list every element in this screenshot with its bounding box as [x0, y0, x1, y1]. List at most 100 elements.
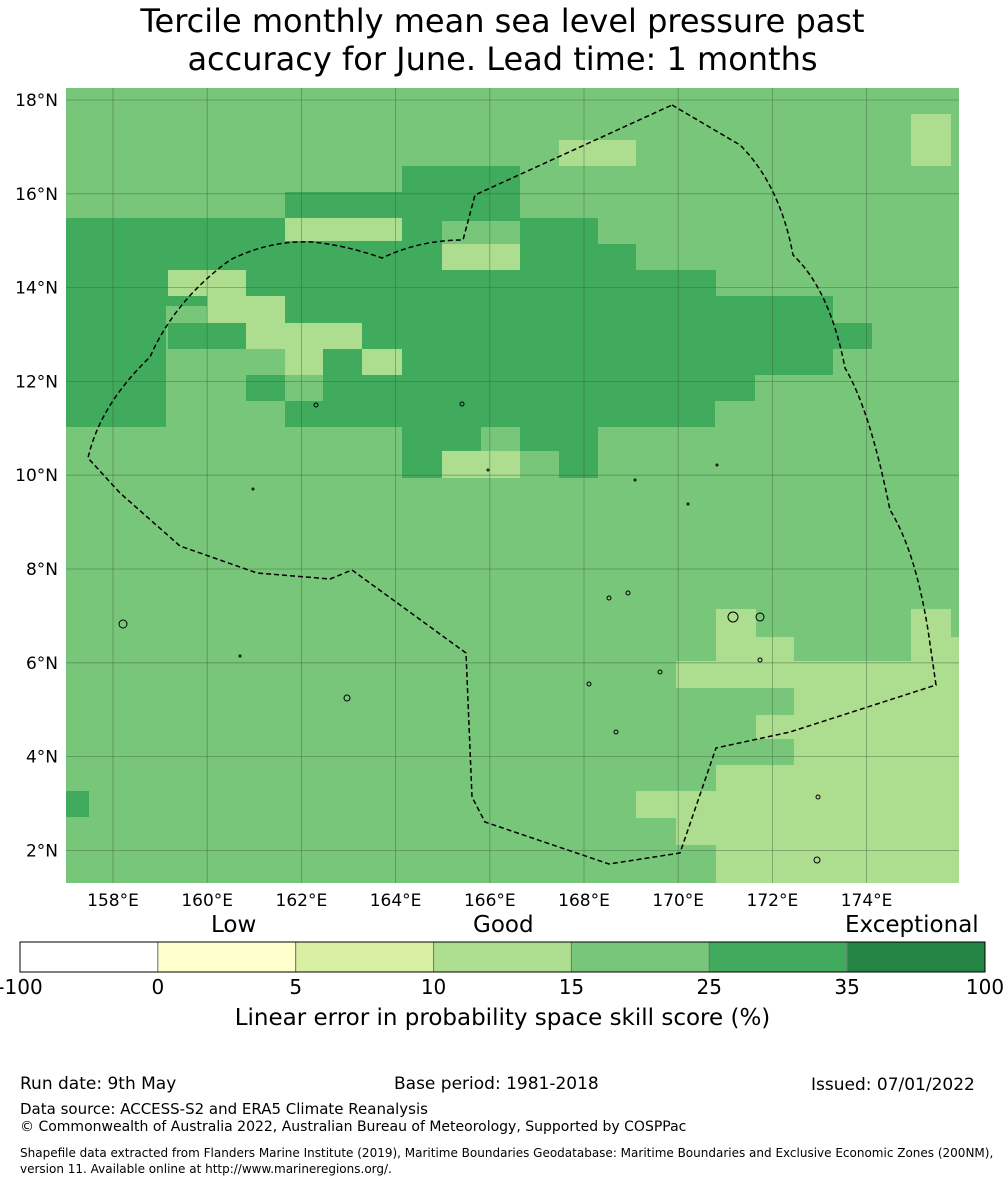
- colorbar-tick-label: 15: [558, 975, 585, 999]
- latitude-tick-label: 4°N: [26, 748, 58, 768]
- colorbar-segment: [157, 941, 297, 973]
- island-outline: [625, 590, 631, 596]
- island-outline: [251, 487, 255, 491]
- latitude-tick-label: 10°N: [15, 466, 58, 486]
- shapefile-credit-line-2: version 11. Available online at http://w…: [20, 1162, 392, 1176]
- island-outline: [613, 729, 619, 735]
- skill-cell: [636, 791, 716, 818]
- skill-cell: [676, 661, 911, 688]
- island-outline: [727, 611, 739, 623]
- skill-cell: [756, 715, 959, 739]
- skill-cell: [246, 323, 362, 349]
- latitude-tick-label: 12°N: [15, 372, 58, 392]
- longitude-tick-label: 166°E: [464, 891, 516, 911]
- colorbar-segment: [708, 941, 848, 973]
- latitude-ticks: 18°N 16°N 14°N 12°N 10°N 8°N 6°N 4°N 2°N: [15, 91, 58, 861]
- colorbar-frame: [19, 941, 986, 973]
- island-outline: [657, 669, 663, 675]
- island-outline: [755, 612, 765, 622]
- latitude-tick-label: 14°N: [15, 279, 58, 299]
- colorbar-heading-good: Good: [473, 912, 534, 938]
- map-title: Tercile monthly mean sea level pressure …: [0, 2, 1005, 78]
- skill-cell: [676, 818, 716, 845]
- island-outline: [459, 401, 465, 407]
- colorbar-label: Linear error in probability space skill …: [234, 1005, 771, 1031]
- skill-cell: [323, 349, 363, 375]
- island-outline: [686, 502, 690, 506]
- skill-cells: [66, 114, 959, 883]
- skill-cell: [442, 451, 520, 478]
- island-outline: [343, 694, 351, 702]
- island-outline: [118, 619, 128, 629]
- longitude-tick-label: 160°E: [181, 891, 233, 911]
- longitude-tick-label: 170°E: [652, 891, 704, 911]
- data-source: Data source: ACCESS-S2 and ERA5 Climate …: [20, 1100, 428, 1118]
- skill-cell: [402, 349, 833, 375]
- longitude-tick-label: 168°E: [558, 891, 610, 911]
- skill-cell: [520, 218, 598, 270]
- skill-cell: [911, 114, 951, 166]
- island-outline: [815, 794, 821, 800]
- skill-cell: [323, 375, 755, 401]
- skill-cell: [520, 427, 598, 451]
- map-plot-area: [66, 88, 959, 883]
- colorbar-tick-label: 100: [965, 975, 1005, 999]
- longitude-tick-label: 174°E: [841, 891, 893, 911]
- latitude-tick-label: 18°N: [15, 91, 58, 111]
- skill-cell: [716, 637, 794, 661]
- island-outline: [606, 595, 612, 601]
- colorbar: [19, 941, 986, 973]
- skill-cell: [285, 296, 833, 323]
- longitude-tick-label: 158°E: [87, 891, 139, 911]
- skill-cell: [66, 791, 89, 817]
- eez-boundary: [87, 104, 937, 865]
- latitude-tick-label: 8°N: [26, 560, 58, 580]
- latitude-tick-label: 2°N: [26, 841, 58, 861]
- island-outline: [633, 478, 637, 482]
- title-line-1: Tercile monthly mean sea level pressure …: [140, 2, 865, 40]
- map-gridlines: [66, 88, 959, 883]
- skill-cell: [716, 845, 959, 883]
- skill-cell: [285, 401, 715, 427]
- island-outline: [238, 654, 242, 658]
- colorbar-tick-label: 0: [151, 975, 165, 999]
- colorbar-segment: [295, 941, 435, 973]
- longitude-tick-label: 172°E: [747, 891, 799, 911]
- skill-cell: [442, 244, 520, 270]
- skill-cell: [246, 270, 716, 297]
- skill-cell: [207, 296, 285, 323]
- island-outline: [813, 856, 821, 864]
- skill-cell: [716, 609, 756, 637]
- run-date: Run date: 9th May: [20, 1074, 177, 1094]
- skill-cell: [794, 688, 959, 715]
- latitude-tick-label: 16°N: [15, 185, 58, 205]
- colorbar-segment: [433, 941, 572, 973]
- skill-cell: [559, 451, 598, 478]
- island-outlines: [118, 401, 821, 864]
- copyright-notice: © Commonwealth of Australia 2022, Austra…: [20, 1119, 687, 1135]
- colorbar-tick-label: 35: [834, 975, 860, 999]
- island-outline: [586, 681, 592, 687]
- colorbar-segment: [846, 941, 986, 973]
- colorbar-tick-label: -100: [0, 975, 43, 999]
- skill-cell: [246, 375, 285, 401]
- colorbar-heading-low: Low: [211, 912, 257, 938]
- longitude-tick-label: 164°E: [370, 891, 422, 911]
- skill-cell: [833, 323, 872, 349]
- skill-cell: [402, 427, 481, 451]
- skill-cell: [66, 296, 166, 427]
- skill-cell: [716, 765, 959, 845]
- colorbar-tick-label: 10: [420, 975, 447, 999]
- longitude-ticks: 158°E 160°E 162°E 164°E 166°E 168°E 170°E 172°E…: [87, 891, 892, 911]
- island-outline: [715, 463, 719, 467]
- skill-cell: [402, 451, 442, 478]
- skill-cell: [559, 140, 636, 166]
- colorbar-tick-label: 5: [289, 975, 303, 999]
- island-outline: [313, 402, 319, 408]
- latitude-tick-label: 6°N: [26, 654, 58, 674]
- skill-cell: [285, 192, 520, 221]
- skill-cell: [285, 349, 323, 375]
- base-period: Base period: 1981-2018: [394, 1074, 599, 1094]
- title-line-2: accuracy for June. Lead time: 1 months: [187, 40, 818, 78]
